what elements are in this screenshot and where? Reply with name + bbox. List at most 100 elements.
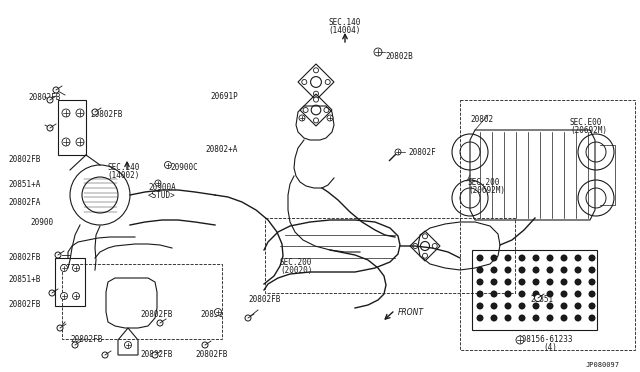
- Circle shape: [575, 279, 582, 285]
- Circle shape: [518, 314, 525, 321]
- Circle shape: [532, 279, 540, 285]
- Text: <STUD>: <STUD>: [148, 191, 176, 200]
- Circle shape: [413, 244, 418, 248]
- Circle shape: [62, 109, 70, 117]
- Circle shape: [477, 302, 483, 310]
- Circle shape: [477, 279, 483, 285]
- Circle shape: [518, 279, 525, 285]
- Bar: [55, 258, 85, 306]
- Circle shape: [61, 292, 67, 299]
- Circle shape: [561, 279, 568, 285]
- Text: 20851: 20851: [530, 295, 553, 304]
- Circle shape: [561, 314, 568, 321]
- Circle shape: [547, 314, 554, 321]
- Text: 20851+A: 20851+A: [8, 180, 40, 189]
- Circle shape: [49, 290, 55, 296]
- Circle shape: [518, 291, 525, 298]
- Circle shape: [490, 291, 497, 298]
- Circle shape: [504, 302, 511, 310]
- Circle shape: [547, 291, 554, 298]
- Bar: [58, 100, 86, 155]
- Circle shape: [422, 253, 428, 258]
- Circle shape: [516, 336, 524, 344]
- Circle shape: [477, 266, 483, 273]
- Circle shape: [575, 291, 582, 298]
- Text: 20900A: 20900A: [148, 183, 176, 192]
- Circle shape: [589, 314, 595, 321]
- Circle shape: [125, 341, 131, 349]
- Circle shape: [164, 161, 172, 169]
- Circle shape: [76, 138, 84, 146]
- Circle shape: [374, 48, 382, 56]
- Circle shape: [395, 149, 401, 155]
- Bar: [62, 264, 222, 339]
- Bar: [460, 100, 635, 350]
- Bar: [265, 218, 515, 293]
- Circle shape: [302, 80, 307, 84]
- Circle shape: [561, 266, 568, 273]
- Circle shape: [477, 254, 483, 262]
- Circle shape: [72, 292, 79, 299]
- Text: 20802FB: 20802FB: [8, 300, 40, 309]
- Circle shape: [314, 68, 319, 73]
- Circle shape: [547, 302, 554, 310]
- Text: 20802FB: 20802FB: [248, 295, 280, 304]
- Text: SEC.140: SEC.140: [107, 163, 140, 172]
- Circle shape: [589, 254, 595, 262]
- Circle shape: [589, 266, 595, 273]
- Circle shape: [152, 352, 158, 358]
- Circle shape: [490, 302, 497, 310]
- Text: (4): (4): [543, 343, 557, 352]
- Circle shape: [490, 314, 497, 321]
- Circle shape: [532, 266, 540, 273]
- Circle shape: [245, 315, 251, 321]
- Circle shape: [504, 291, 511, 298]
- Text: (14002): (14002): [107, 171, 140, 180]
- Text: 20802FB: 20802FB: [28, 93, 60, 102]
- Circle shape: [532, 291, 540, 298]
- Circle shape: [532, 314, 540, 321]
- Text: 20900C: 20900C: [170, 163, 198, 172]
- Circle shape: [575, 302, 582, 310]
- Circle shape: [561, 291, 568, 298]
- Circle shape: [504, 254, 511, 262]
- Circle shape: [490, 254, 497, 262]
- Text: 20802FB: 20802FB: [8, 253, 40, 262]
- Circle shape: [202, 342, 208, 348]
- Circle shape: [575, 254, 582, 262]
- Circle shape: [532, 254, 540, 262]
- Circle shape: [575, 266, 582, 273]
- Circle shape: [325, 80, 330, 84]
- Circle shape: [477, 291, 483, 298]
- Text: 20802FB: 20802FB: [140, 350, 172, 359]
- Text: 20802F: 20802F: [408, 148, 436, 157]
- Text: 20900: 20900: [30, 218, 53, 227]
- Circle shape: [47, 97, 53, 103]
- Circle shape: [102, 352, 108, 358]
- Circle shape: [477, 314, 483, 321]
- Text: JP080097: JP080097: [586, 362, 620, 368]
- Circle shape: [589, 302, 595, 310]
- Circle shape: [61, 264, 67, 272]
- Text: SEC.200: SEC.200: [468, 178, 500, 187]
- Text: 20802+A: 20802+A: [205, 145, 238, 154]
- Bar: [472, 250, 597, 330]
- Text: (20020): (20020): [280, 266, 312, 275]
- Text: (20692M): (20692M): [468, 186, 505, 195]
- Text: 20802FB: 20802FB: [70, 335, 102, 344]
- Text: SEC.140: SEC.140: [329, 18, 361, 27]
- Circle shape: [62, 138, 70, 146]
- Circle shape: [299, 115, 305, 121]
- Circle shape: [57, 325, 63, 331]
- Circle shape: [561, 254, 568, 262]
- Text: 20802FB: 20802FB: [140, 310, 172, 319]
- Circle shape: [72, 264, 79, 272]
- Circle shape: [532, 302, 540, 310]
- Circle shape: [518, 302, 525, 310]
- Circle shape: [547, 266, 554, 273]
- Circle shape: [314, 97, 319, 102]
- Circle shape: [422, 234, 428, 239]
- Circle shape: [504, 266, 511, 273]
- Text: (20692M): (20692M): [570, 126, 607, 135]
- Circle shape: [76, 109, 84, 117]
